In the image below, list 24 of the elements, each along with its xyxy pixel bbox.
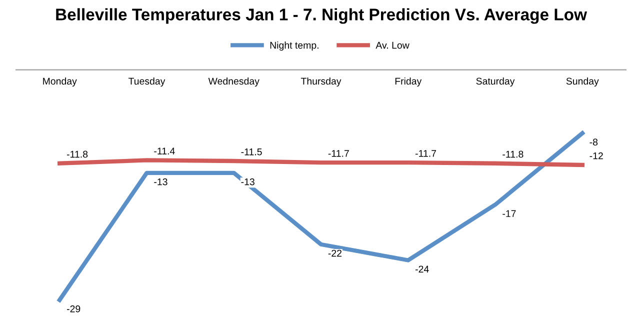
data-label: -11.7 xyxy=(328,150,349,157)
data-label: -11.5 xyxy=(241,148,262,156)
data-label: -17 xyxy=(502,210,516,217)
data-label: -11.8 xyxy=(66,150,88,158)
x-tick-label: Wednesday xyxy=(208,77,260,87)
x-tick-label: Tuesday xyxy=(128,77,166,87)
data-label: -22 xyxy=(328,250,342,257)
legend-label: Night temp. xyxy=(270,42,318,51)
data-label: -29 xyxy=(66,305,80,312)
x-tick-label: Monday xyxy=(43,77,77,87)
data-label: -11.7 xyxy=(416,150,436,157)
x-tick-label: Thursday xyxy=(300,77,342,87)
chart-title: Belleville Temperatures Jan 1 - 7. Night Prediction Vs. Average Low xyxy=(56,8,588,24)
x-tick-label: Friday xyxy=(395,77,422,87)
x-tick-label: Sunday xyxy=(566,77,599,87)
data-label: -24 xyxy=(416,266,429,272)
x-tick-label: Saturday xyxy=(476,77,515,87)
legend-label: Av. Low xyxy=(376,42,410,49)
data-label: -11.8 xyxy=(502,150,524,158)
data-label: -11.4 xyxy=(154,148,175,154)
data-label: -13 xyxy=(154,178,168,186)
data-label: -13 xyxy=(241,178,254,186)
data-label: -12 xyxy=(590,152,603,160)
data-label: -8 xyxy=(590,138,598,146)
